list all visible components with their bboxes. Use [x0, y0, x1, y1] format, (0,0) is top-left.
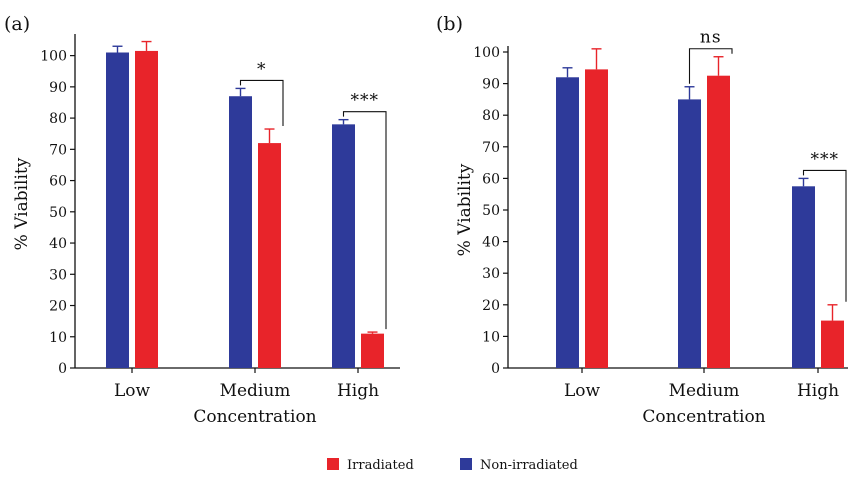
y-tick-label: 10	[482, 329, 500, 345]
bar-irradiated	[707, 75, 730, 368]
y-tick-label: 100	[473, 45, 500, 61]
bar-non-irradiated	[332, 124, 355, 368]
significance-bracket	[802, 169, 847, 302]
legend-label: Irradiated	[347, 458, 414, 473]
y-tick-label: 0	[491, 361, 500, 377]
significance-bracket	[688, 48, 733, 84]
significance-label: ***	[811, 149, 840, 169]
x-tick-label: High	[797, 381, 839, 401]
y-tick-label: 80	[49, 111, 67, 127]
bar-irradiated	[821, 320, 844, 368]
y-tick-label: 70	[482, 140, 500, 156]
y-axis-title: % Viability	[12, 157, 32, 250]
legend-swatch	[460, 458, 472, 470]
x-tick-label: Medium	[669, 381, 740, 401]
legend-label: Non-irradiated	[480, 458, 578, 473]
chart-panel-b: (b) 0 10 20 30 40 50 60 70 80 90 100 % Viability Low M…	[436, 13, 848, 427]
y-tick-label: 0	[58, 361, 67, 377]
bar-irradiated	[585, 69, 608, 368]
y-tick-label: 20	[49, 299, 67, 315]
y-tick-label: 60	[482, 171, 500, 187]
y-tick-label: 100	[40, 49, 67, 65]
y-tick-label: 30	[482, 266, 500, 282]
bar-non-irradiated	[678, 99, 701, 369]
significance-bracket	[342, 111, 387, 330]
y-tick-label: 90	[49, 80, 67, 96]
x-axis-title: Concentration	[193, 407, 316, 427]
y-tick-label: 40	[482, 235, 500, 251]
y-tick-label: 10	[49, 330, 67, 346]
y-tick-label: 30	[49, 267, 67, 283]
y-tick-label: 40	[49, 236, 67, 252]
y-tick-label: 80	[482, 108, 500, 124]
chart-panel-a: (a) 0 10 20 30 40 50 60 70 80 90 100 % Viability Low M…	[4, 13, 400, 427]
significance-label: ***	[351, 91, 380, 111]
chart-legend: Irradiated Non-irradiated	[327, 458, 578, 473]
x-axis-title: Concentration	[642, 407, 765, 427]
bar-irradiated	[361, 333, 384, 368]
y-axis-title: % Viability	[455, 163, 475, 256]
x-tick-label: Low	[564, 381, 601, 401]
bar-non-irradiated	[229, 96, 252, 368]
x-tick-label: Low	[114, 381, 151, 401]
y-tick-label: 50	[482, 203, 500, 219]
panel-label: (a)	[4, 13, 30, 35]
bar-irradiated	[258, 143, 281, 368]
x-tick-label: High	[337, 381, 379, 401]
significance-label: ns	[700, 28, 722, 48]
y-tick-label: 90	[482, 77, 500, 93]
legend-swatch	[327, 458, 339, 470]
bar-non-irradiated	[792, 186, 815, 368]
x-tick-label: Medium	[220, 381, 291, 401]
panel-label: (b)	[436, 13, 463, 35]
significance-label: *	[257, 59, 267, 79]
y-tick-label: 20	[482, 298, 500, 314]
y-tick-label: 50	[49, 205, 67, 221]
y-tick-label: 70	[49, 142, 67, 158]
significance-bracket	[239, 79, 284, 127]
bar-non-irradiated	[106, 52, 129, 368]
bar-non-irradiated	[556, 77, 579, 368]
y-tick-label: 60	[49, 174, 67, 190]
bar-irradiated	[135, 50, 158, 368]
